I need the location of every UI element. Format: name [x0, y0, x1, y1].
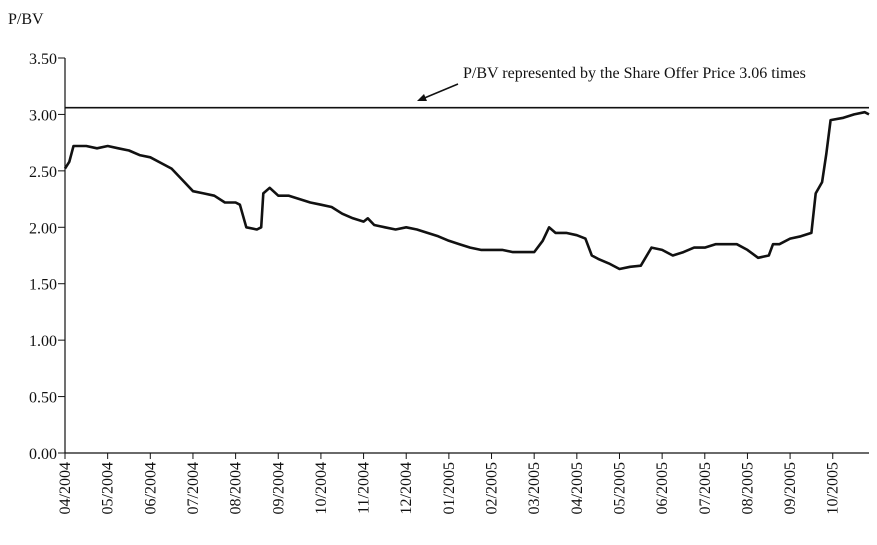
annotation: P/BV represented by the Share Offer Pric… [463, 65, 806, 82]
x-tick-label: 05/2005 [611, 462, 628, 514]
x-tick-label: 07/2005 [697, 462, 714, 514]
y-tick-label: 1.50 [29, 277, 57, 294]
y-tick-label: 0.50 [29, 390, 57, 407]
x-tick-label: 06/2004 [142, 462, 159, 514]
x-tick-label: 12/2004 [398, 462, 415, 514]
x-tick-label: 01/2005 [441, 462, 458, 514]
x-tick-label: 11/2004 [356, 462, 373, 514]
y-tick-label: 3.50 [29, 51, 57, 68]
annotation-arrow [421, 83, 459, 100]
x-tick-label: 02/2005 [484, 462, 501, 514]
arrow-head [417, 94, 427, 101]
y-tick-label: 2.00 [29, 220, 57, 237]
x-tick-label: 03/2005 [526, 462, 543, 514]
y-tick-label: 1.00 [29, 333, 57, 350]
y-tick-label: 0.00 [29, 446, 57, 463]
x-tick-label: 07/2004 [185, 462, 202, 514]
x-tick-label: 09/2004 [270, 462, 287, 514]
y-tick-label: 3.00 [29, 107, 57, 124]
x-tick-label: 04/2005 [569, 462, 586, 514]
x-tick-label: 06/2005 [654, 462, 671, 514]
x-tick-label: 04/2004 [57, 462, 74, 514]
y-tick-label: 2.50 [29, 164, 57, 181]
x-tick-label: 10/2005 [825, 462, 842, 514]
x-tick-label: 05/2004 [100, 462, 117, 514]
y-axis-label: P/BV [8, 11, 44, 28]
x-tick-label: 09/2005 [782, 462, 799, 514]
x-tick-label: 08/2005 [739, 462, 756, 514]
data-line [63, 110, 870, 271]
x-tick-label: 08/2004 [228, 462, 245, 514]
x-tick-label: 10/2004 [313, 462, 330, 514]
